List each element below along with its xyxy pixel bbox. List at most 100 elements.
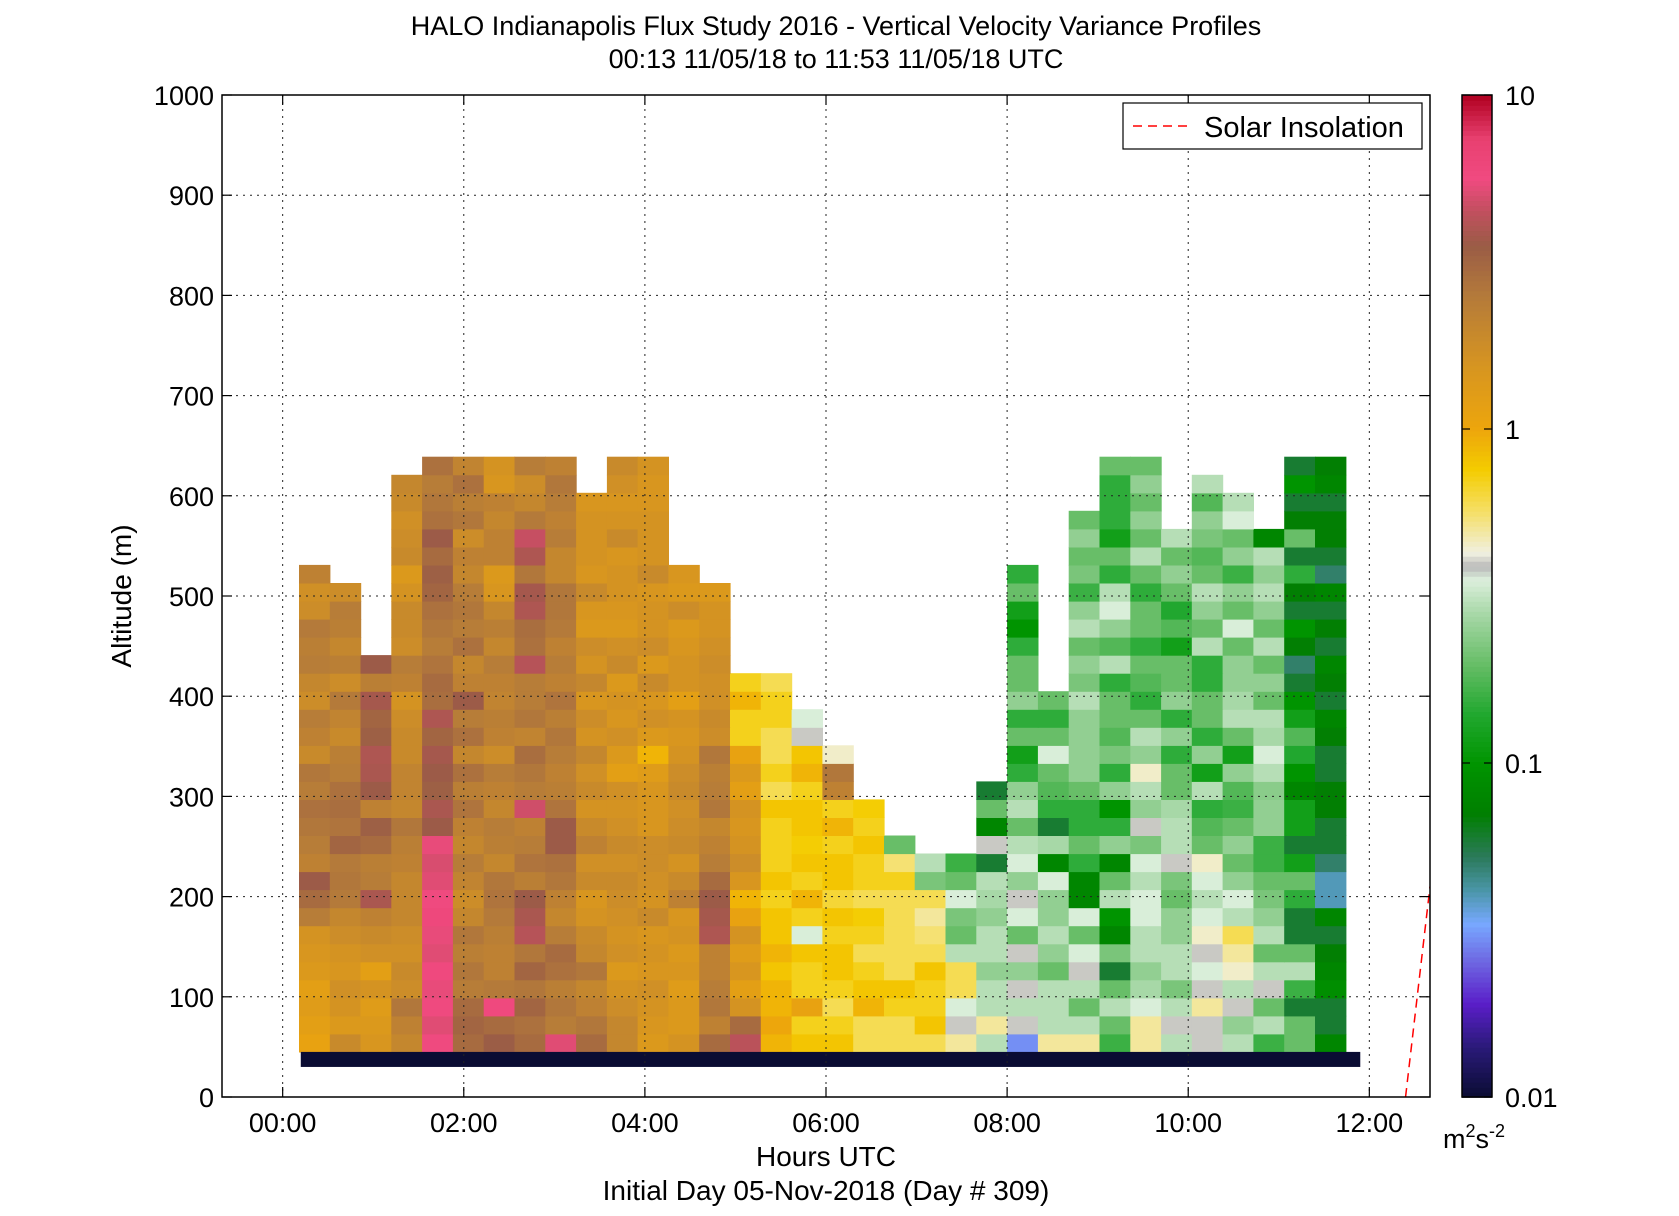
variance-cell [884,979,916,999]
variance-cell [637,583,669,602]
variance-cell [1222,546,1254,566]
variance-cell [1253,907,1285,927]
x-axis-label: Hours UTC [756,1141,896,1172]
variance-cell [329,799,362,818]
colorbar-segment [1462,105,1492,111]
variance-cell [452,997,485,1017]
variance-cell [1253,546,1285,566]
variance-cell [1099,727,1131,746]
colorbar-segment [1462,921,1492,928]
variance-cell [760,871,793,891]
variance-cell [606,492,639,512]
variance-cell [1037,745,1070,764]
variance-cell [545,546,577,566]
colorbar-segment [1462,195,1492,202]
x-axis-ticks: 00:00 02:00 04:00 06:00 08:00 10:00 12:00 [249,95,1403,1138]
variance-cell [391,655,423,674]
variance-cell [1253,943,1285,963]
variance-cell [1161,655,1193,674]
colorbar-segment [1462,631,1492,637]
variance-cell [329,835,362,855]
variance-cell [1130,763,1162,782]
variance-cell [853,997,885,1017]
variance-cell [422,564,454,584]
variance-cell [699,871,731,891]
variance-cell [668,799,700,818]
variance-cell [1068,835,1101,855]
variance-cell [914,961,947,981]
y-tick-label: 900 [169,181,214,211]
variance-cell [329,997,362,1017]
variance-cell [1191,1033,1224,1053]
variance-cell [853,979,885,999]
variance-cell [299,817,331,836]
variance-cell [1099,637,1131,656]
variance-cell [360,943,392,963]
variance-cell [1068,997,1101,1017]
variance-cell [606,673,639,692]
variance-cell [545,492,577,512]
variance-cell [452,528,485,548]
variance-cell [1007,907,1039,927]
variance-cell [1130,745,1162,764]
variance-cell [1007,564,1039,584]
variance-cell [1315,943,1347,963]
variance-cell [576,619,608,638]
variance-cell [391,691,423,710]
variance-cell [483,492,516,512]
colorbar-segment [1462,580,1492,587]
variance-cell [760,925,793,945]
y-tick-label: 200 [169,883,214,913]
variance-cell [668,835,700,855]
colorbar-segment [1462,585,1492,592]
variance-cell [360,1015,392,1035]
variance-cell [637,907,669,927]
variance-cell [1222,637,1254,656]
colorbar-segment [1462,425,1492,432]
colorbar-segment [1462,275,1492,282]
variance-cell [545,673,577,692]
variance-cell [699,691,731,710]
variance-cell [1099,492,1131,512]
variance-cell [668,564,700,584]
variance-cell [1068,583,1101,602]
variance-cell [545,745,577,764]
variance-cell [1315,853,1347,873]
variance-cell [1222,979,1254,999]
variance-cell [1161,943,1193,963]
variance-cell [391,961,423,981]
variance-cell [452,745,485,764]
colorbar-segment [1462,1021,1492,1028]
variance-cell [391,492,423,512]
variance-cell [606,528,639,548]
variance-cell [668,907,700,927]
variance-cell [791,763,823,782]
variance-cell [1191,583,1224,602]
y-axis-label: Altitude (m) [106,524,137,667]
variance-cell [1191,979,1224,999]
variance-cell [422,889,454,909]
variance-cell [329,601,362,620]
variance-cell [1099,709,1131,728]
variance-cell [1161,637,1193,656]
variance-cell [576,997,608,1017]
variance-cell [1037,871,1070,891]
variance-cell [1222,727,1254,746]
variance-cell [391,619,423,638]
colorbar-segment [1462,671,1492,677]
variance-cell [514,564,546,584]
variance-cell [668,817,700,836]
variance-cell [853,1033,885,1053]
colorbar-segment [1462,1081,1492,1088]
variance-cell [422,835,454,855]
colorbar-segment [1462,636,1492,642]
variance-cell [1099,601,1131,620]
colorbar-segment [1462,170,1492,176]
colorbar-segment [1462,831,1492,838]
variance-cell [1315,619,1347,638]
variance-cell [1253,619,1285,638]
variance-cell [699,583,731,602]
variance-cell [1130,979,1162,999]
variance-cell [1130,817,1162,836]
variance-cell [1130,583,1162,602]
